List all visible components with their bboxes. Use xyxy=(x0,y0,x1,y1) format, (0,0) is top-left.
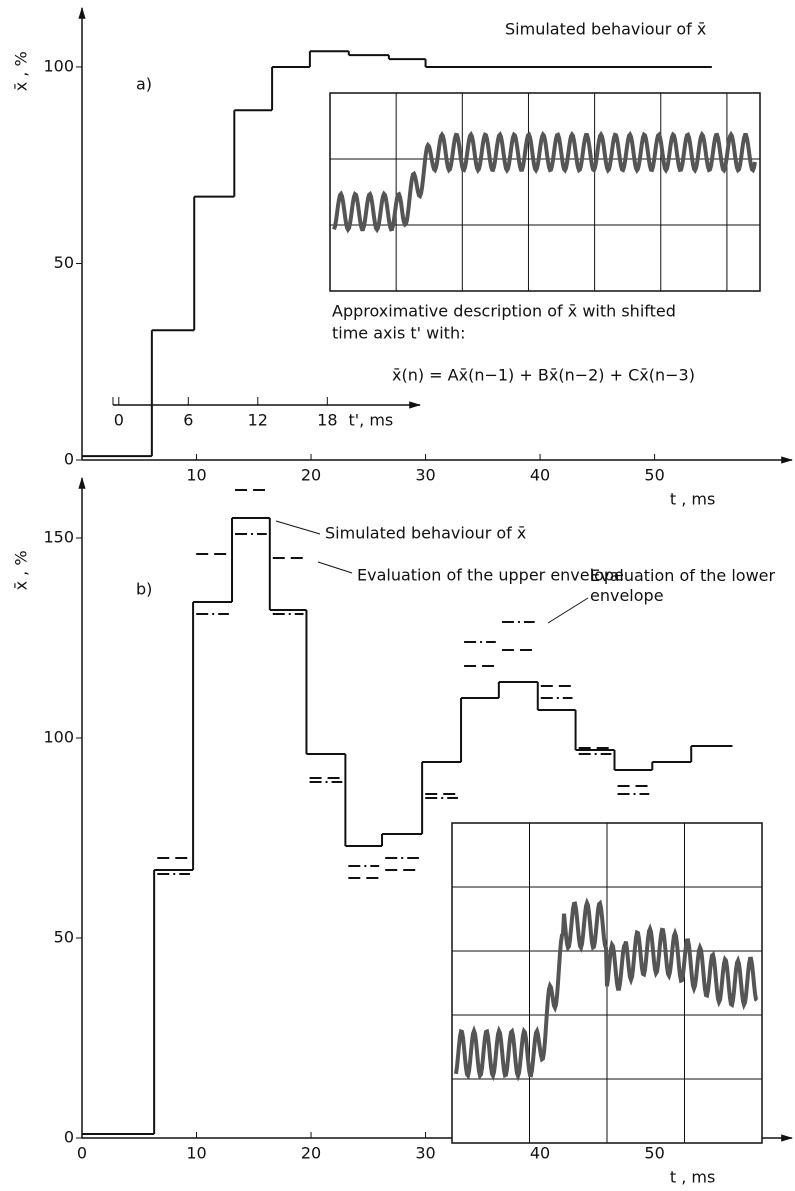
y-tick-label: 100 xyxy=(43,728,74,747)
x2-axis-label: t', ms xyxy=(348,411,393,430)
x-tick-label: 40 xyxy=(530,466,550,485)
y-tick-label: 100 xyxy=(43,56,74,75)
y-tick-label: 0 xyxy=(64,450,74,469)
x-tick-label: 30 xyxy=(415,466,435,485)
inset-frame xyxy=(330,93,760,291)
series-name: Simulated behaviour of x̄ xyxy=(325,524,526,543)
x-tick-label: 40 xyxy=(530,1144,550,1163)
series-name: Evaluation of the lower envelope xyxy=(590,566,780,606)
x-tick-label: 0 xyxy=(77,1144,87,1163)
x2-tick-label: 6 xyxy=(183,411,193,430)
x-tick-label: 30 xyxy=(415,1144,435,1163)
figure: 0501001020304050t , msx̄ , %a)Simulated … xyxy=(0,0,795,1191)
x-axis-label: t , ms xyxy=(670,1168,715,1187)
leader-line xyxy=(318,562,352,573)
x2-tick-label: 18 xyxy=(317,411,337,430)
x2-tick-label: 12 xyxy=(248,411,268,430)
series-name: Evaluation of the upper envelope xyxy=(357,566,624,585)
x-axis-label: t , ms xyxy=(670,490,715,509)
y-axis-label: x̄ , % xyxy=(12,550,31,590)
annotation: Approximative description of x̄ with shi… xyxy=(332,302,676,321)
x2-tick-label: 0 xyxy=(114,411,124,430)
annotation: time axis t' with: xyxy=(332,324,465,343)
y-tick-label: 0 xyxy=(64,1128,74,1147)
annotation: x̄(n) = Ax̄(n−1) + Bx̄(n−2) + Cx̄(n−3) xyxy=(392,366,695,385)
leader-line xyxy=(548,598,588,623)
x-tick-label: 10 xyxy=(186,466,206,485)
x-tick-label: 50 xyxy=(644,1144,664,1163)
x-tick-label: 20 xyxy=(301,466,321,485)
y-tick-label: 50 xyxy=(54,928,74,947)
y-tick-label: 150 xyxy=(43,528,74,547)
y-axis-label: x̄ , % xyxy=(12,51,31,91)
panel-label: b) xyxy=(136,580,152,599)
x-tick-label: 50 xyxy=(644,466,664,485)
panel-label: a) xyxy=(136,74,152,93)
x-tick-label: 10 xyxy=(186,1144,206,1163)
series-name: Simulated behaviour of x̄ xyxy=(505,20,706,39)
leader-line xyxy=(276,521,320,534)
y-tick-label: 50 xyxy=(54,253,74,272)
x-tick-label: 20 xyxy=(301,1144,321,1163)
